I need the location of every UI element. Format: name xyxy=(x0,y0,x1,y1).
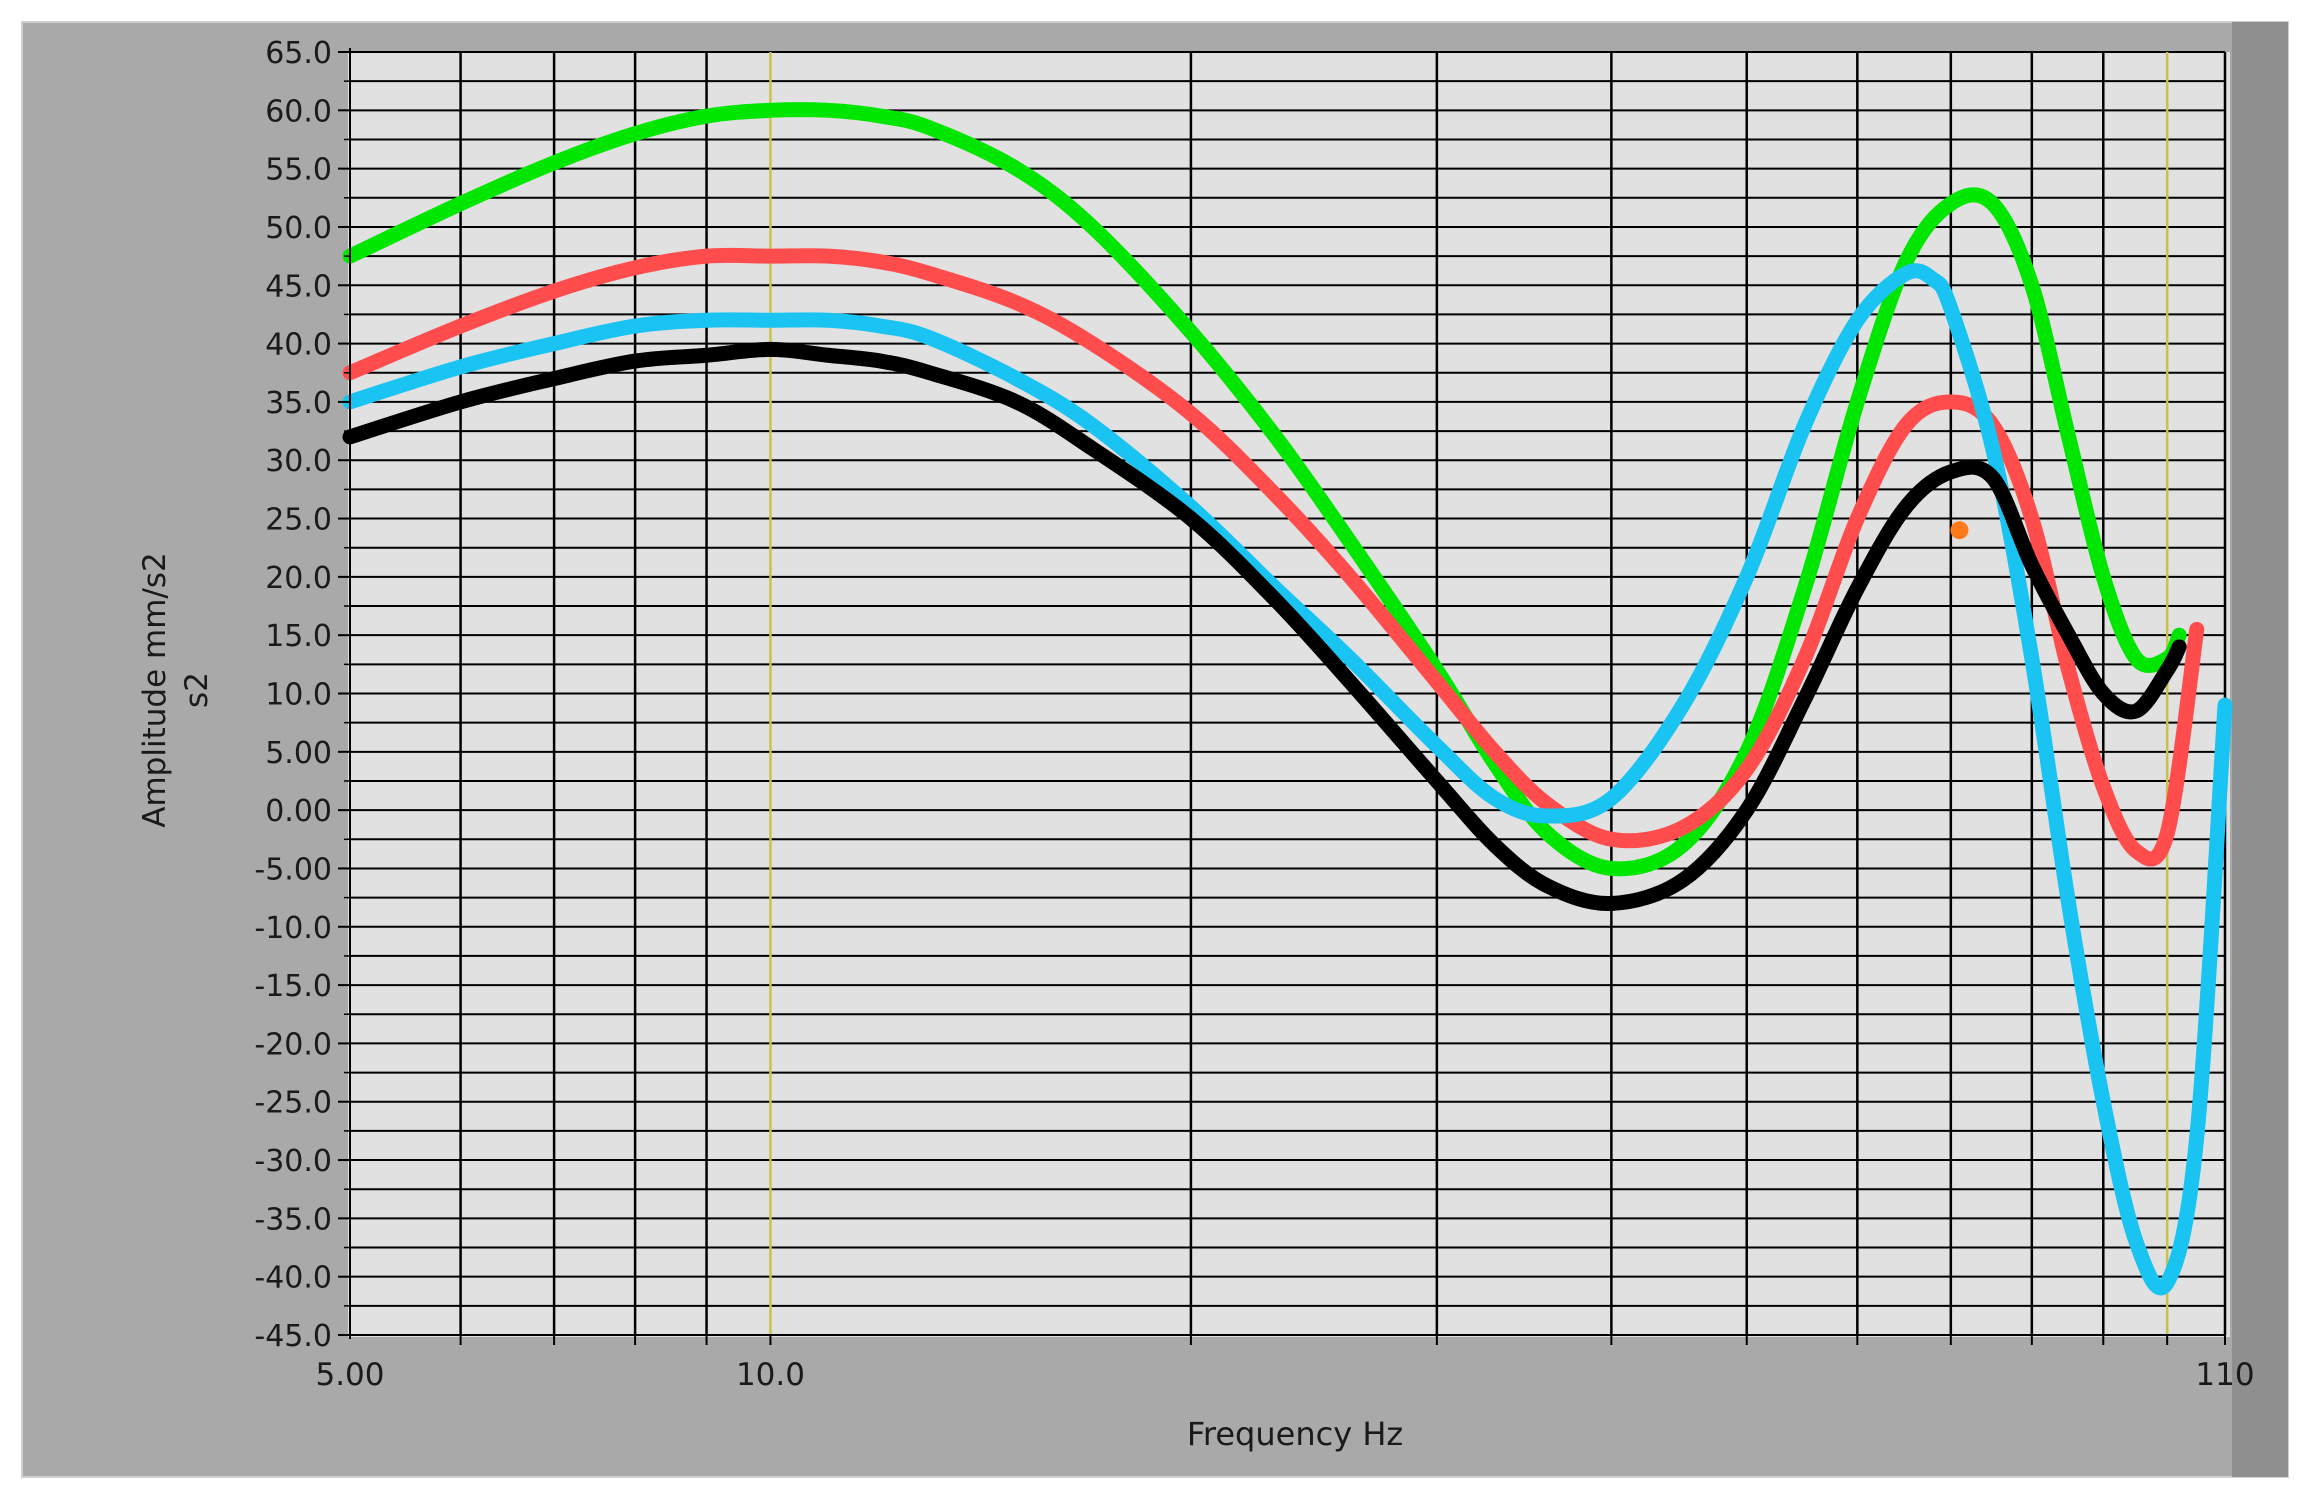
y-tick-label: 20.0 xyxy=(265,561,332,596)
y-tick-label: 45.0 xyxy=(265,269,332,304)
y-tick-label: 35.0 xyxy=(265,386,332,421)
y-tick-label: -5.00 xyxy=(254,852,332,887)
y-tick-label: 60.0 xyxy=(265,94,332,129)
series-line-green xyxy=(342,102,2187,877)
marker-layer xyxy=(1950,521,1969,540)
y-tick-label: -10.0 xyxy=(254,911,332,946)
y-tick-label: -35.0 xyxy=(254,1202,332,1237)
y-tick-label: -30.0 xyxy=(254,1144,332,1179)
y-tick-label: -20.0 xyxy=(254,1027,332,1062)
y-tick-label: -45.0 xyxy=(254,1319,332,1354)
x-axis-label: Frequency Hz xyxy=(1187,1415,1403,1453)
y-tick-label: 0.00 xyxy=(265,794,332,829)
y-tick-label: 5.00 xyxy=(265,736,332,771)
x-tick-label: 10.0 xyxy=(736,1357,805,1393)
x-tick-label: 5.00 xyxy=(315,1357,384,1393)
y-tick-label: -25.0 xyxy=(254,1086,332,1121)
y-axis-ticks: 65.0 60.0 55.0 50.0 45.0 40.0 35.0 30.0 25.0 20.0… xyxy=(254,36,351,1354)
x-tick-label: 110 xyxy=(2195,1357,2254,1393)
cursor-marker-point[interactable] xyxy=(1950,521,1969,540)
series-line-cyan xyxy=(342,263,2233,1296)
y-tick-label: 10.0 xyxy=(265,678,332,713)
y-axis-label-line2: s2 xyxy=(179,672,215,708)
x-axis-ticks: 5.00 10.0 110 xyxy=(315,1334,2255,1393)
y-tick-label: 65.0 xyxy=(265,36,332,71)
y-axis-label: Amplitude mm/s2 xyxy=(137,552,173,827)
y-tick-label: -15.0 xyxy=(254,969,332,1004)
frame-right-bevel xyxy=(2232,22,2288,1477)
y-tick-label: -40.0 xyxy=(254,1261,332,1296)
series-line-black xyxy=(342,341,2187,911)
series-layer xyxy=(342,102,2233,1296)
y-tick-label: 25.0 xyxy=(265,503,332,538)
y-tick-label: 15.0 xyxy=(265,619,332,654)
y-tick-label: 55.0 xyxy=(265,153,332,188)
y-tick-label: 40.0 xyxy=(265,328,332,363)
y-tick-label: 30.0 xyxy=(265,444,332,479)
y-tick-label: 50.0 xyxy=(265,211,332,246)
